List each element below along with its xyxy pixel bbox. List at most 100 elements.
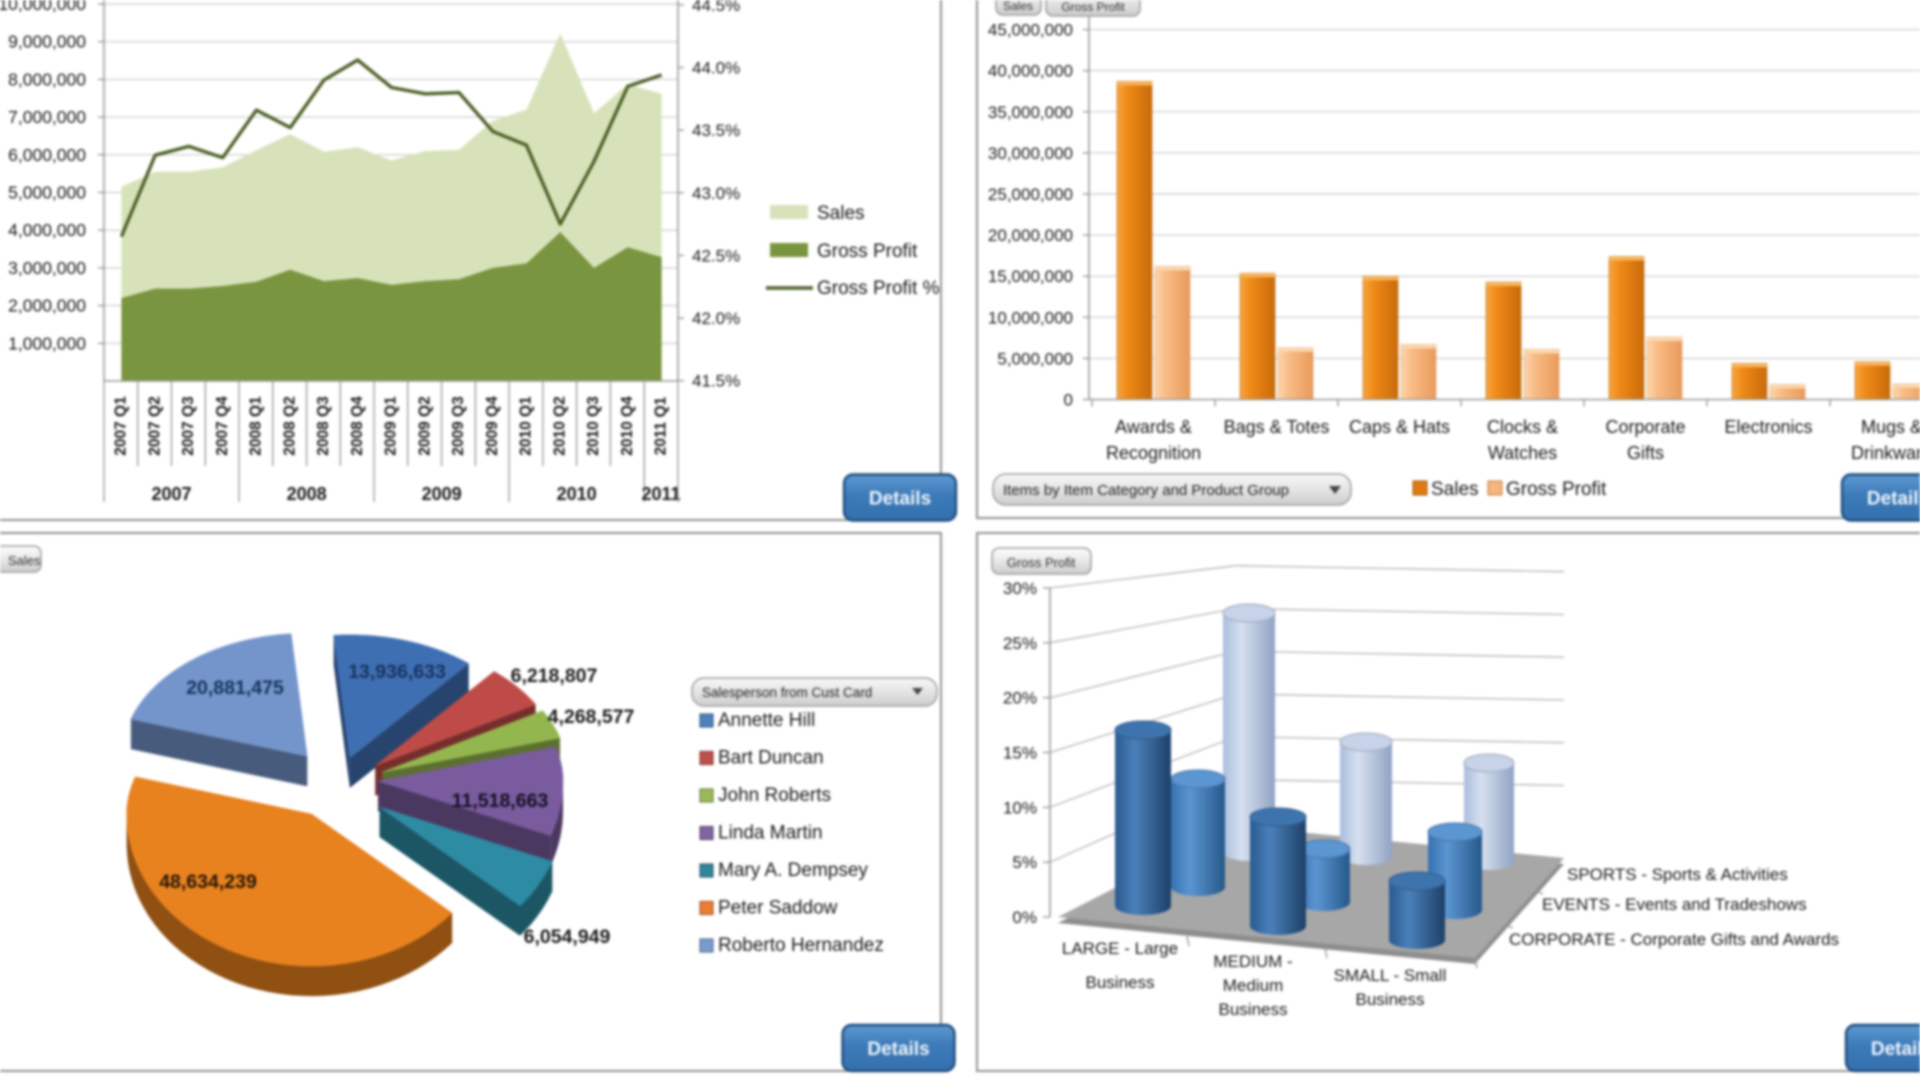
svg-text:John Roberts: John Roberts [718,785,831,806]
svg-text:25%: 25% [1003,634,1037,653]
svg-text:Electronics: Electronics [1724,417,1812,437]
svg-text:Bags & Totes: Bags & Totes [1224,417,1330,437]
svg-text:2011 Q1: 2011 Q1 [653,396,670,455]
svg-text:2008 Q3: 2008 Q3 [315,396,332,456]
svg-text:40,000,000: 40,000,000 [988,62,1073,81]
svg-text:EVENTS - Events and Tradeshows: EVENTS - Events and Tradeshows [1542,895,1807,914]
svg-text:4,000,000: 4,000,000 [8,220,86,240]
svg-text:Caps & Hats: Caps & Hats [1349,417,1450,437]
svg-text:3,000,000: 3,000,000 [8,258,86,278]
svg-text:Gross Profit: Gross Profit [1506,479,1607,500]
svg-text:Peter Saddow: Peter Saddow [718,898,838,919]
svg-text:Bart Duncan: Bart Duncan [718,748,824,769]
svg-text:Business: Business [1219,1000,1288,1019]
svg-text:Mugs &: Mugs & [1861,417,1920,437]
svg-text:Sales: Sales [8,553,41,568]
svg-text:Medium: Medium [1223,976,1283,995]
svg-text:Details: Details [1867,489,1920,510]
svg-text:44.0%: 44.0% [692,59,740,78]
svg-text:5,000,000: 5,000,000 [997,349,1073,368]
svg-text:2008 Q4: 2008 Q4 [349,396,366,456]
svg-text:41.5%: 41.5% [692,372,740,391]
svg-text:42.5%: 42.5% [692,246,740,265]
svg-text:43.5%: 43.5% [692,121,740,140]
svg-text:6,000,000: 6,000,000 [8,145,86,165]
svg-text:2009 Q2: 2009 Q2 [416,396,433,455]
svg-text:Gifts: Gifts [1627,443,1664,463]
svg-text:2007 Q3: 2007 Q3 [180,396,197,456]
svg-text:Sales: Sales [817,203,865,224]
svg-text:2007 Q1: 2007 Q1 [112,396,129,456]
svg-text:8,000,000: 8,000,000 [8,69,86,89]
svg-text:Details: Details [1871,1039,1920,1060]
svg-text:20%: 20% [1003,689,1037,708]
svg-text:2008 Q1: 2008 Q1 [247,396,264,456]
svg-text:Details: Details [869,489,931,510]
svg-text:Gross Profit %: Gross Profit % [817,278,940,299]
svg-text:Watches: Watches [1488,443,1557,463]
svg-text:Recognition: Recognition [1106,443,1201,463]
svg-text:Gross Profit: Gross Profit [1007,555,1076,570]
svg-text:CORPORATE - Corporate Gifts an: CORPORATE - Corporate Gifts and Awards [1509,930,1839,949]
svg-text:15%: 15% [1003,744,1037,763]
svg-text:2,000,000: 2,000,000 [8,296,86,316]
svg-text:5,000,000: 5,000,000 [8,183,86,203]
svg-text:Drinkware: Drinkware [1851,443,1920,463]
svg-text:Roberto Hernandez: Roberto Hernandez [718,935,884,956]
svg-text:2010 Q1: 2010 Q1 [518,396,535,456]
svg-text:20,000,000: 20,000,000 [988,226,1073,245]
svg-text:Business: Business [1086,973,1155,992]
svg-text:Sales: Sales [1431,479,1479,500]
svg-text:2010 Q2: 2010 Q2 [551,396,568,455]
svg-text:15,000,000: 15,000,000 [988,267,1073,286]
svg-text:35,000,000: 35,000,000 [988,103,1073,122]
svg-text:11,518,663: 11,518,663 [452,790,549,812]
svg-text:10%: 10% [1003,798,1037,817]
svg-text:Corporate: Corporate [1605,417,1685,437]
svg-text:6,054,949: 6,054,949 [524,926,611,948]
svg-text:9,000,000: 9,000,000 [8,32,86,52]
svg-text:0%: 0% [1012,908,1037,927]
svg-text:Business: Business [1356,990,1425,1009]
svg-text:2011: 2011 [641,484,680,504]
svg-text:2008: 2008 [287,484,327,504]
svg-text:20,881,475: 20,881,475 [186,677,284,699]
svg-text:0: 0 [1064,391,1073,410]
svg-text:Mary A. Dempsey: Mary A. Dempsey [718,860,868,881]
svg-text:Linda Martin: Linda Martin [718,823,823,844]
svg-text:Gross Profit: Gross Profit [1061,0,1125,14]
svg-text:1,000,000: 1,000,000 [8,333,86,353]
svg-text:10,000,000: 10,000,000 [0,0,86,14]
svg-text:Sales: Sales [1003,0,1033,13]
svg-text:LARGE - Large: LARGE - Large [1062,939,1178,958]
svg-text:30,000,000: 30,000,000 [988,144,1073,163]
svg-text:2008 Q2: 2008 Q2 [281,396,298,455]
svg-text:2009: 2009 [422,484,462,504]
svg-text:Salesperson from Cust Card: Salesperson from Cust Card [702,685,872,700]
svg-text:Clocks &: Clocks & [1487,417,1558,437]
svg-text:13,936,633: 13,936,633 [348,661,446,683]
svg-text:2010: 2010 [557,484,597,504]
svg-text:2007 Q4: 2007 Q4 [214,396,231,456]
svg-text:4,268,577: 4,268,577 [548,706,635,728]
svg-text:2009 Q4: 2009 Q4 [484,396,501,456]
svg-text:MEDIUM -: MEDIUM - [1213,952,1292,971]
svg-text:2009 Q3: 2009 Q3 [450,396,467,456]
svg-text:10,000,000: 10,000,000 [988,308,1073,327]
svg-text:43.0%: 43.0% [692,184,740,203]
svg-text:45,000,000: 45,000,000 [988,21,1073,40]
svg-text:42.0%: 42.0% [692,309,740,328]
svg-text:SMALL - Small: SMALL - Small [1334,966,1447,985]
svg-text:7,000,000: 7,000,000 [8,107,86,127]
svg-text:SPORTS - Sports & Activities: SPORTS - Sports & Activities [1567,865,1788,884]
svg-text:48,634,239: 48,634,239 [159,871,257,893]
svg-text:Annette Hill: Annette Hill [718,710,815,731]
svg-text:25,000,000: 25,000,000 [988,185,1073,204]
svg-text:Items by Item Category and Pro: Items by Item Category and Product Group [1003,482,1289,499]
svg-text:30%: 30% [1003,579,1037,598]
svg-text:2007 Q2: 2007 Q2 [146,396,163,455]
svg-text:5%: 5% [1012,853,1037,872]
svg-text:Gross Profit: Gross Profit [817,241,918,262]
svg-text:44.5%: 44.5% [692,0,740,15]
svg-text:2009 Q1: 2009 Q1 [383,396,400,456]
